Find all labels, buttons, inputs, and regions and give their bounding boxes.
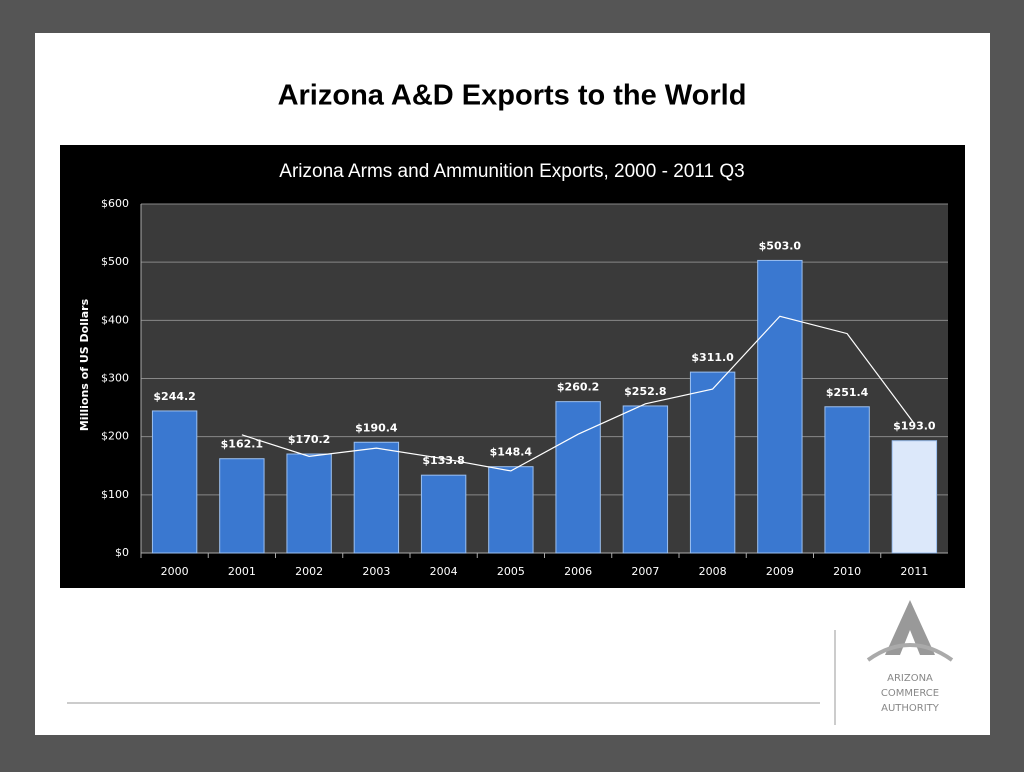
logo-swoosh [866, 643, 954, 662]
chart-title: Arizona Arms and Ammunition Exports, 200… [279, 161, 744, 182]
x-tick-label: 2002 [295, 565, 323, 578]
x-tick-label: 2011 [900, 565, 928, 578]
bar [622, 405, 669, 554]
data-label: $162.1 [221, 438, 263, 451]
bar [151, 410, 198, 554]
x-tick-label: 2008 [699, 565, 727, 578]
x-tick-label: 2009 [766, 565, 794, 578]
bar [353, 441, 400, 554]
y-tick-label: $200 [101, 430, 129, 443]
y-tick-label: $300 [101, 372, 129, 385]
slide-title: Arizona A&D Exports to the World [278, 80, 747, 112]
y-tick-label: $100 [101, 488, 129, 501]
logo-text: AUTHORITY [881, 703, 940, 714]
data-label: $190.4 [355, 421, 398, 434]
logo-text: ARIZONA [887, 673, 933, 684]
trend-line [241, 315, 915, 472]
bar [488, 466, 534, 554]
logo-mark [885, 600, 935, 655]
x-tick-label: 2003 [362, 565, 390, 578]
data-label: $252.8 [624, 385, 666, 398]
bar [286, 453, 332, 554]
y-tick-label: $0 [115, 546, 129, 559]
data-label: $251.4 [826, 386, 869, 399]
logo-text: COMMERCE [881, 688, 939, 699]
data-label: $311.0 [691, 351, 734, 364]
bar [219, 458, 265, 554]
bar [757, 259, 803, 554]
y-axis-label: Millions of US Dollars [78, 298, 91, 431]
data-label: $244.2 [153, 390, 195, 403]
x-tick-label: 2006 [564, 565, 592, 578]
bar [891, 440, 938, 554]
y-tick-label: $400 [101, 313, 129, 326]
x-tick-label: 2004 [430, 565, 458, 578]
x-tick-label: 2000 [161, 565, 189, 578]
bar [689, 371, 736, 554]
data-label: $170.2 [288, 433, 330, 446]
bar [555, 401, 601, 554]
data-label: $148.4 [490, 446, 533, 459]
bar [420, 474, 467, 554]
x-tick-label: 2005 [497, 565, 525, 578]
data-label: $193.0 [893, 420, 936, 433]
data-label: $503.0 [759, 239, 802, 252]
x-tick-label: 2001 [228, 565, 256, 578]
x-tick-label: 2010 [833, 565, 861, 578]
x-tick-label: 2007 [631, 565, 659, 578]
bar [824, 406, 870, 554]
y-tick-label: $600 [101, 197, 129, 210]
data-label: $260.2 [557, 381, 599, 394]
y-tick-label: $500 [101, 255, 129, 268]
